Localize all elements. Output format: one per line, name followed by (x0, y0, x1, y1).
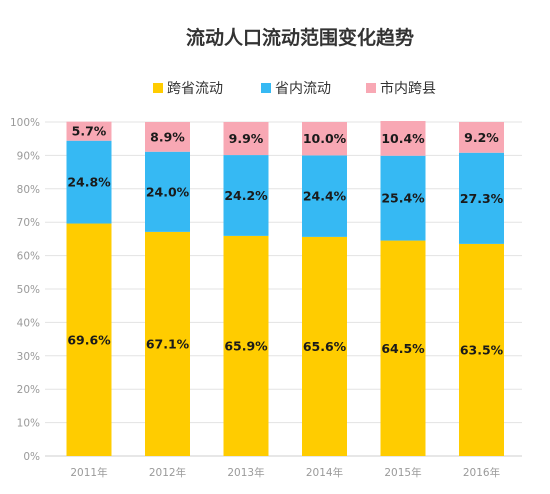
data-label-1-0: 24.8% (67, 175, 111, 190)
data-label-2-0: 5.7% (72, 124, 107, 139)
bar-segment-2-2 (223, 122, 269, 156)
bar-segment-0-4 (380, 240, 426, 456)
bar-segment-1-0 (66, 140, 112, 224)
data-label-2-3: 10.0% (303, 131, 347, 146)
y-tick-label-4: 40% (17, 317, 40, 329)
bar-segment-1-3 (302, 155, 347, 237)
data-label-0-2: 65.9% (224, 338, 268, 353)
x-tick-label-3: 2014年 (306, 466, 343, 479)
y-tick-label-7: 70% (17, 217, 40, 229)
data-label-1-3: 24.4% (303, 189, 347, 204)
x-axis-ticks: 2011年 2012年 2013年 2014年 2015年 2016年 (70, 466, 500, 479)
data-label-2-5: 9.2% (464, 130, 499, 145)
y-tick-label-2: 20% (17, 384, 40, 396)
data-label-1-4: 25.4% (381, 191, 425, 206)
data-label-1-2: 24.2% (224, 188, 268, 203)
data-label-0-0: 69.6% (67, 332, 111, 347)
data-label-1-5: 27.3% (460, 191, 504, 206)
y-axis-ticks: 0% 10% 20% 30% 40% 50% 60% 70% 80% 90% 100% (10, 117, 40, 463)
legend: 跨省流动 省内流动 市内跨县 (153, 80, 436, 97)
bar-segment-0-2 (223, 235, 269, 456)
bar-segment-0-3 (302, 236, 347, 456)
data-label-0-3: 65.6% (303, 339, 347, 354)
y-tick-label-1: 10% (17, 418, 40, 430)
x-tick-label-2: 2013年 (227, 466, 264, 479)
legend-label-2: 市内跨县 (380, 80, 436, 97)
x-tick-label-4: 2015年 (384, 466, 421, 479)
bar-segment-2-5 (459, 122, 504, 153)
bar-segment-0-1 (145, 231, 190, 456)
bar-segment-2-3 (302, 122, 347, 156)
data-label-2-4: 10.4% (381, 131, 425, 146)
data-label-2-1: 8.9% (150, 129, 185, 144)
y-tick-label-8: 80% (17, 184, 40, 196)
bar-segment-2-1 (145, 122, 190, 152)
data-label-0-1: 67.1% (146, 336, 190, 351)
legend-swatch-2 (366, 83, 376, 93)
y-tick-label-10: 100% (10, 117, 40, 129)
y-tick-label-0: 0% (23, 451, 40, 463)
bar-segment-0-0 (66, 223, 112, 456)
bar-segment-2-0 (66, 121, 112, 141)
chart-title: 流动人口流动范围变化趋势 (186, 26, 414, 49)
y-tick-label-3: 30% (17, 351, 40, 363)
legend-label-0: 跨省流动 (167, 81, 223, 97)
data-label-0-4: 64.5% (381, 341, 425, 356)
bar-segment-1-5 (459, 152, 504, 244)
data-label-1-1: 24.0% (146, 184, 190, 199)
x-tick-label-1: 2012年 (149, 466, 186, 479)
data-label-0-5: 63.5% (460, 342, 504, 357)
bar-segment-1-2 (223, 155, 269, 236)
y-tick-label-5: 50% (17, 284, 40, 296)
x-tick-label-0: 2011年 (70, 466, 107, 479)
bar-segment-0-5 (459, 243, 504, 456)
bar-segment-2-4 (380, 120, 426, 156)
gridlines (45, 121, 522, 457)
legend-swatch-1 (261, 83, 271, 93)
data-label-2-2: 9.9% (229, 131, 264, 146)
y-tick-label-9: 90% (17, 150, 40, 162)
x-tick-label-5: 2016年 (463, 466, 500, 479)
legend-swatch-0 (153, 83, 163, 93)
bar-segment-1-1 (145, 151, 190, 232)
bars: 69.6% 24.8% 5.7% 67.1% 24.0% 8.9% 65.9% 24.2% 9.… (66, 120, 504, 456)
legend-label-1: 省内流动 (275, 81, 331, 97)
y-tick-label-6: 60% (17, 251, 40, 263)
bar-segment-1-4 (380, 155, 426, 241)
